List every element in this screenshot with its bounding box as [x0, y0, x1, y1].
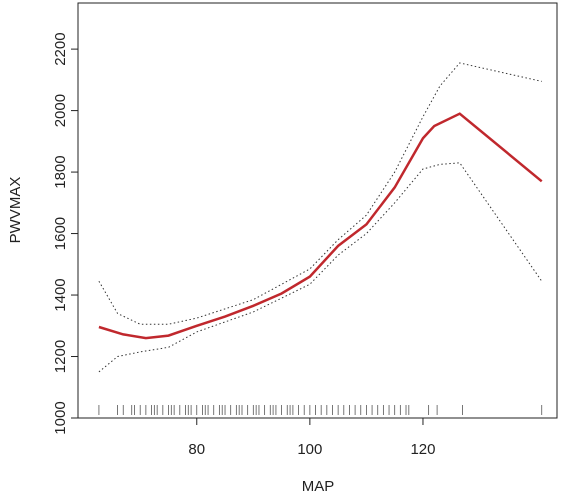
y-tick-label: 1600: [52, 217, 69, 250]
y-axis-label: PWVMAX: [7, 177, 24, 244]
x-tick-label: 100: [297, 441, 322, 458]
line-series: [98, 112, 543, 340]
plot-frame: [77, 2, 558, 419]
y-tick-label: 1200: [52, 340, 69, 373]
y-tick-label: 2200: [52, 32, 69, 65]
y-tick-label: 2000: [52, 94, 69, 127]
y-tick-label: 1400: [52, 278, 69, 311]
x-tick-label: 120: [410, 441, 435, 458]
y-tick-label: 1800: [52, 155, 69, 188]
x-axis-label: MAP: [302, 478, 335, 495]
line-series: [98, 162, 543, 373]
line-series: [98, 62, 542, 325]
y-tick-label: 1000: [52, 401, 69, 434]
x-tick-label: 80: [188, 441, 205, 458]
